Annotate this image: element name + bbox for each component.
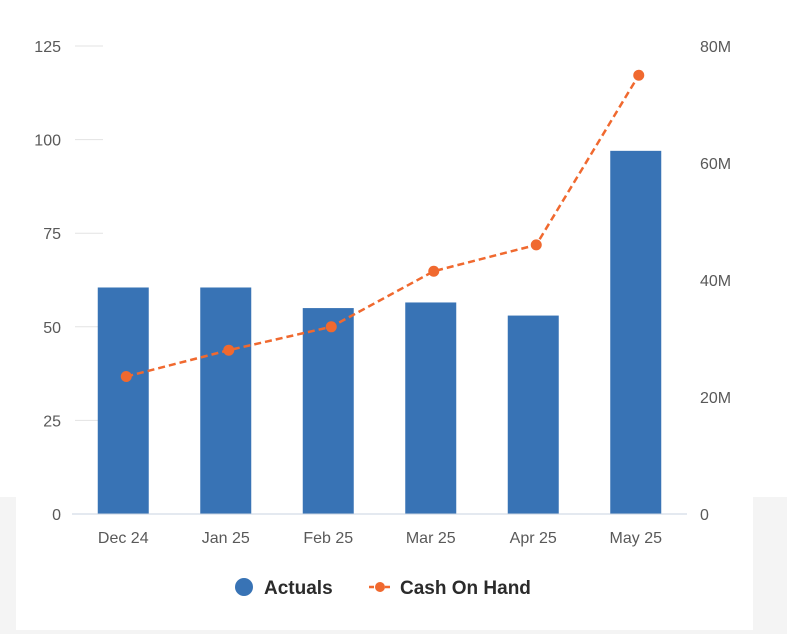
- x-tick-label: Jan 25: [202, 530, 250, 547]
- bar-series: [97, 150, 662, 514]
- y-left-tick-label: 125: [34, 39, 61, 56]
- x-axis-ticks: Dec 24 Jan 25 Feb 25 Mar 25 Apr 25 May 25: [98, 530, 662, 547]
- legend-card: [16, 497, 753, 630]
- legend-label-cash-on-hand: Cash On Hand: [400, 578, 531, 599]
- x-tick-label: May 25: [610, 530, 663, 547]
- bar: [610, 150, 662, 514]
- x-tick-label: Feb 25: [303, 530, 353, 547]
- y-right-tick-label: 40M: [700, 273, 731, 290]
- x-tick-label: Apr 25: [510, 530, 557, 547]
- y-right-tick-label: 0: [700, 507, 709, 524]
- legend: Actuals Cash On Hand: [235, 578, 531, 599]
- bar: [507, 315, 559, 514]
- cash-on-hand-line: [125, 74, 640, 378]
- y-left-tick-label: 75: [43, 226, 61, 243]
- legend-marker-actuals: [235, 578, 253, 596]
- x-tick-label: Mar 25: [406, 530, 456, 547]
- line-point: [120, 371, 132, 383]
- y-right-tick-label: 20M: [700, 390, 731, 407]
- line-series: [120, 69, 645, 383]
- bar: [97, 287, 149, 514]
- legend-marker-cash-dot: [375, 582, 385, 592]
- line-point: [530, 239, 542, 251]
- left-axis-ticks: 0 25 50 75 100 125: [34, 39, 61, 524]
- y-left-tick-label: 0: [52, 507, 61, 524]
- line-point: [325, 321, 337, 333]
- line-point: [428, 265, 440, 277]
- bar: [302, 308, 354, 514]
- x-tick-label: Dec 24: [98, 530, 149, 547]
- line-point: [633, 69, 645, 81]
- line-point: [223, 344, 235, 356]
- bar: [200, 287, 252, 514]
- right-axis-ticks: 0 20M 40M 60M 80M: [700, 39, 731, 524]
- y-left-tick-label: 50: [43, 320, 61, 337]
- bar: [405, 302, 457, 514]
- legend-label-actuals: Actuals: [264, 578, 333, 599]
- y-left-tick-label: 100: [34, 133, 61, 150]
- y-right-tick-label: 60M: [700, 156, 731, 173]
- y-left-tick-label: 25: [43, 413, 61, 430]
- y-right-tick-label: 80M: [700, 39, 731, 56]
